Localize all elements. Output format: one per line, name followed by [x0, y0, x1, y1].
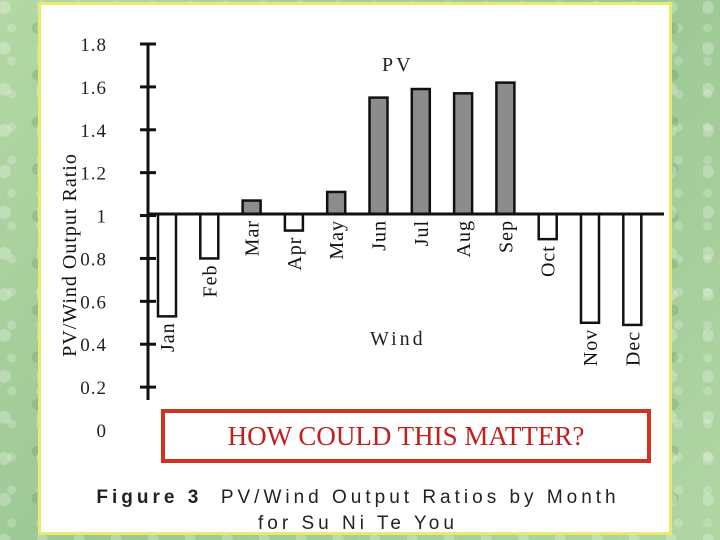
figure-card: PV/Wind Output Ratio 0 0.2 0.4 0.6 0.8 1 1.2 1.…	[38, 2, 672, 535]
bar-nov	[579, 212, 601, 325]
figure-number: Figure 3	[96, 487, 203, 508]
month-label-dec: Dec	[622, 331, 644, 366]
bar-jul	[410, 87, 432, 216]
month-label-jan: Jan	[157, 322, 179, 352]
caption-line-2: for Su Ni Te You	[258, 513, 458, 534]
month-label-nov: Nov	[580, 329, 602, 366]
y-tick-label: 0.8	[80, 249, 107, 270]
y-tick-label: 1.8	[80, 35, 107, 56]
callout-box: HOW COULD THIS MATTER?	[161, 409, 651, 463]
bar-apr	[283, 212, 305, 232]
caption-line-1: PV/Wind Output Ratios by Month	[220, 487, 620, 508]
month-label-sep: Sep	[495, 220, 517, 253]
y-tick-label: 1.6	[80, 78, 107, 99]
bar-mar	[241, 199, 262, 216]
y-axis-label: PV/Wind Output Ratio	[59, 153, 81, 357]
month-label-jun: Jun	[369, 220, 391, 251]
y-tick-label: 0.6	[80, 292, 107, 313]
month-label-aug: Aug	[453, 220, 475, 257]
y-tick-label: 0	[97, 421, 108, 442]
month-label-may: May	[326, 220, 348, 260]
bar-may	[325, 190, 347, 216]
bar-chart: PV/Wind Output Ratio 0 0.2 0.4 0.6 0.8 1 1.2 1.…	[59, 35, 664, 442]
bar-oct	[537, 212, 558, 241]
month-labels: Jan Feb Mar Apr May Jun Jul Aug Sep Oct Nov Dec	[157, 220, 644, 366]
bar-jun	[368, 96, 389, 216]
bars	[156, 81, 643, 327]
y-tick-label: 1	[97, 207, 108, 228]
figure-caption: Figure 3 PV/Wind Output Ratios by Month …	[41, 485, 675, 537]
month-label-feb: Feb	[199, 264, 221, 297]
month-label-mar: Mar	[242, 220, 264, 256]
y-tick-label: 1.2	[80, 164, 107, 185]
y-tick-label: 0.4	[80, 335, 107, 356]
bar-jan	[156, 212, 178, 318]
y-tick-label: 0.2	[80, 378, 107, 399]
month-label-jul: Jul	[411, 220, 433, 246]
bar-dec	[622, 212, 643, 327]
bar-sep	[495, 81, 516, 216]
bar-aug	[452, 92, 474, 216]
pv-annotation: PV	[382, 54, 414, 76]
month-label-apr: Apr	[284, 237, 306, 271]
y-tick-label: 1.4	[80, 121, 107, 142]
bar-feb	[199, 212, 220, 260]
y-axis-ticks: 0 0.2 0.4 0.6 0.8 1 1.2 1.4 1.6 1.8	[80, 35, 156, 442]
wind-annotation: Wind	[370, 328, 426, 350]
month-label-oct: Oct	[538, 245, 560, 277]
